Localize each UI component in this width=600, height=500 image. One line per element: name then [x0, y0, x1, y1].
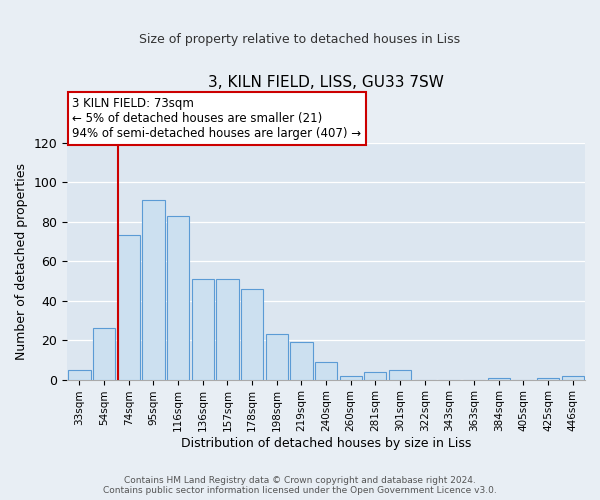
Bar	[241, 288, 263, 380]
Title: 3, KILN FIELD, LISS, GU33 7SW: 3, KILN FIELD, LISS, GU33 7SW	[208, 75, 444, 90]
Bar	[118, 236, 140, 380]
Bar	[340, 376, 362, 380]
X-axis label: Distribution of detached houses by size in Liss: Distribution of detached houses by size …	[181, 437, 471, 450]
Bar	[93, 328, 115, 380]
Text: Contains HM Land Registry data © Crown copyright and database right 2024.
Contai: Contains HM Land Registry data © Crown c…	[103, 476, 497, 495]
Bar	[488, 378, 510, 380]
Text: Size of property relative to detached houses in Liss: Size of property relative to detached ho…	[139, 32, 461, 46]
Y-axis label: Number of detached properties: Number of detached properties	[15, 162, 28, 360]
Bar	[389, 370, 411, 380]
Bar	[364, 372, 386, 380]
Bar	[68, 370, 91, 380]
Bar	[191, 279, 214, 380]
Bar	[167, 216, 189, 380]
Bar	[315, 362, 337, 380]
Bar	[562, 376, 584, 380]
Bar	[266, 334, 288, 380]
Bar	[217, 279, 239, 380]
Bar	[290, 342, 313, 380]
Bar	[142, 200, 164, 380]
Bar	[537, 378, 559, 380]
Text: 3 KILN FIELD: 73sqm
← 5% of detached houses are smaller (21)
94% of semi-detache: 3 KILN FIELD: 73sqm ← 5% of detached hou…	[73, 97, 361, 140]
